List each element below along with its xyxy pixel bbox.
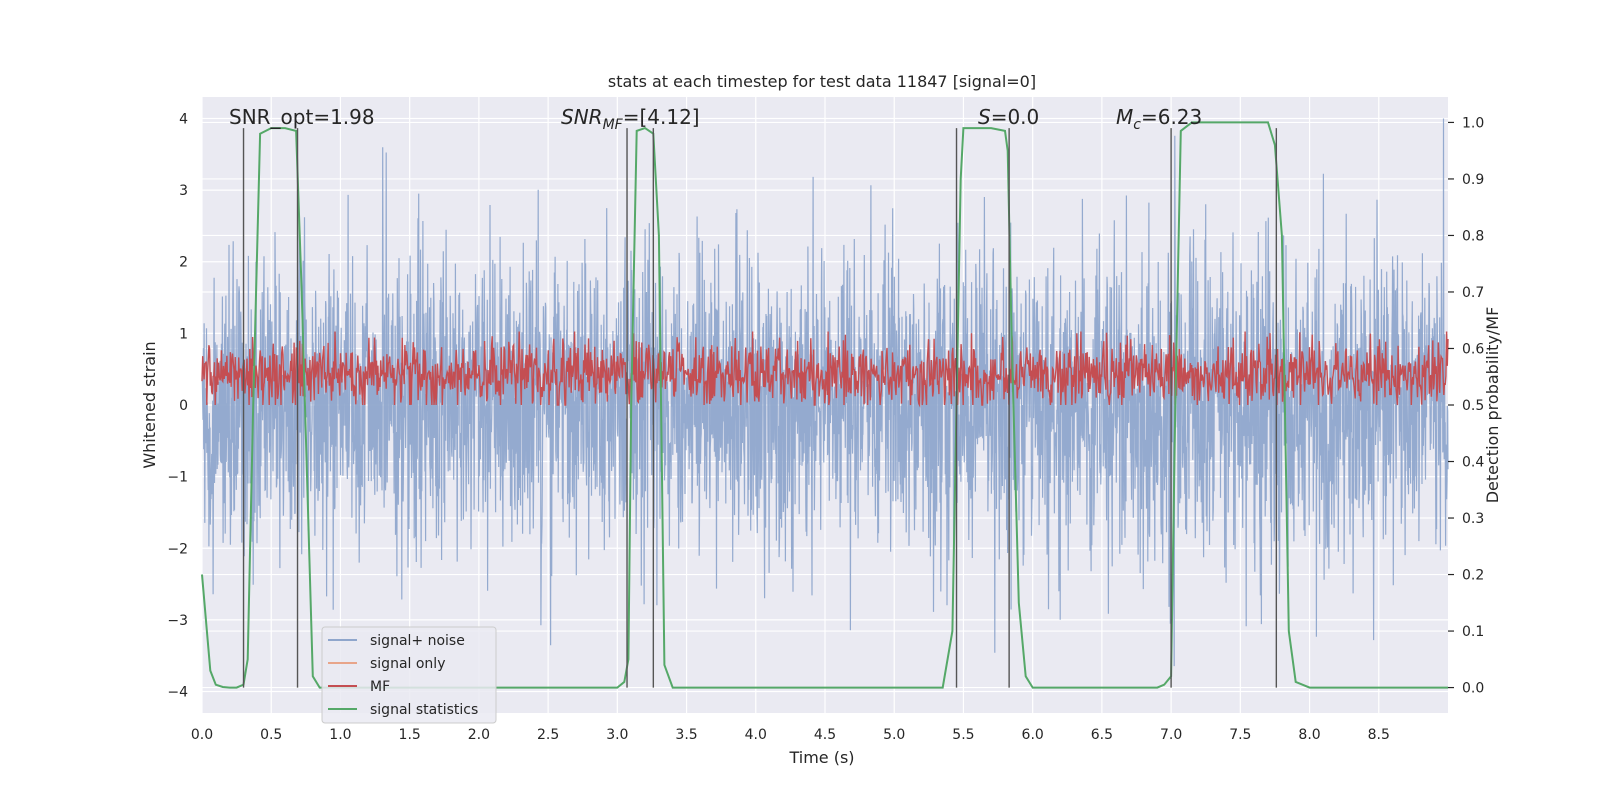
vertical-markers [242, 128, 1278, 688]
x-axis-ticks: 0.0 0.5 1.0 1.5 2.0 2.5 3.0 3.5 4.0 4.5 5.0 5.5 6.0 6… [191, 727, 1390, 743]
x-tick-label: 4.5 [814, 727, 836, 743]
annotation-mc-rest: =6.23 [1141, 105, 1202, 129]
annotation-mc: Mc=6.23 [1116, 105, 1202, 133]
y-left-tick-label: −3 [167, 613, 188, 629]
y-left-tick-label: 0 [179, 398, 188, 414]
y-right-tick-label: 0.8 [1462, 228, 1484, 244]
annotation-snr-mf-sub: MF [603, 117, 624, 133]
x-tick-label: 6.5 [1091, 727, 1113, 743]
annotation-s-main: S [978, 105, 991, 129]
y-left-tick-label: 3 [179, 183, 188, 199]
legend-label-mf: MF [370, 679, 390, 695]
annotation-mc-sub: c [1133, 117, 1141, 133]
x-tick-label: 1.5 [399, 727, 421, 743]
annotation-snr-mf: SNRMF=[4.12] [561, 105, 700, 133]
x-tick-label: 1.0 [329, 727, 351, 743]
series-mf [201, 331, 1449, 408]
y-left-tick-label: −4 [167, 685, 188, 701]
mf-line [201, 331, 1449, 408]
x-tick-label: 2.0 [468, 727, 490, 743]
legend-label-signal-statistics: signal statistics [370, 702, 478, 718]
y-left-tick-label: 4 [179, 111, 188, 127]
annotation-snr-mf-main: SNR [561, 105, 603, 129]
y-right-tick-label: 0.0 [1462, 681, 1484, 697]
y-right-tick-label: 0.2 [1462, 568, 1484, 584]
legend-label-signal-noise: signal+ noise [370, 633, 465, 649]
y-left-tick-label: 2 [179, 255, 188, 271]
y-axis-right-ticks: 0.0 0.1 0.2 0.3 0.4 0.5 0.6 0.7 0.8 0.9 1.0 [1448, 115, 1484, 697]
y-axis-right-label: Detection probability/MF [1483, 307, 1502, 504]
x-tick-label: 4.0 [745, 727, 767, 743]
x-tick-label: 2.5 [537, 727, 559, 743]
x-tick-label: 5.5 [952, 727, 974, 743]
x-tick-label: 3.0 [606, 727, 628, 743]
y-right-tick-label: 0.7 [1462, 285, 1484, 301]
y-right-tick-label: 0.1 [1462, 624, 1484, 640]
annotation-s: S=0.0 [978, 105, 1039, 129]
annotation-mc-main: M [1116, 105, 1133, 129]
x-tick-label: 8.5 [1368, 727, 1390, 743]
y-right-tick-label: 0.5 [1462, 398, 1484, 414]
legend-label-signal-only: signal only [370, 656, 445, 672]
y-left-tick-label: −2 [167, 541, 188, 557]
y-right-tick-label: 0.3 [1462, 511, 1484, 527]
x-tick-label: 0.5 [260, 727, 282, 743]
y-right-tick-label: 0.4 [1462, 455, 1484, 471]
annotation-s-rest: =0.0 [991, 105, 1040, 129]
y-right-tick-label: 1.0 [1462, 115, 1484, 131]
x-tick-label: 5.0 [883, 727, 905, 743]
x-axis-label: Time (s) [788, 748, 854, 767]
signal-statistics-line [201, 121, 1448, 689]
x-tick-label: 0.0 [191, 727, 213, 743]
y-axis-left-label: Whitened strain [140, 341, 159, 468]
y-left-tick-label: 1 [179, 326, 188, 342]
legend-box [321, 626, 497, 724]
legend: signal+ noise signal only MF signal stat… [321, 626, 497, 724]
y-right-tick-label: 0.9 [1462, 172, 1484, 188]
y-left-tick-label: −1 [167, 470, 188, 486]
x-tick-label: 7.5 [1229, 727, 1251, 743]
y-axis-left-ticks: −4 −3 −2 −1 0 1 2 3 4 [167, 111, 188, 700]
x-tick-label: 7.0 [1160, 727, 1182, 743]
annotation-snr-mf-rest: =[4.12] [623, 105, 700, 129]
chart-title: stats at each timestep for test data 118… [608, 72, 1036, 91]
x-tick-label: 6.0 [1022, 727, 1044, 743]
x-tick-label: 3.5 [675, 727, 697, 743]
y-right-tick-label: 0.6 [1462, 341, 1484, 357]
annotation-snr-opt: SNR_opt=1.98 [229, 105, 375, 129]
x-tick-label: 8.0 [1298, 727, 1320, 743]
series-signal-statistics [201, 121, 1448, 689]
